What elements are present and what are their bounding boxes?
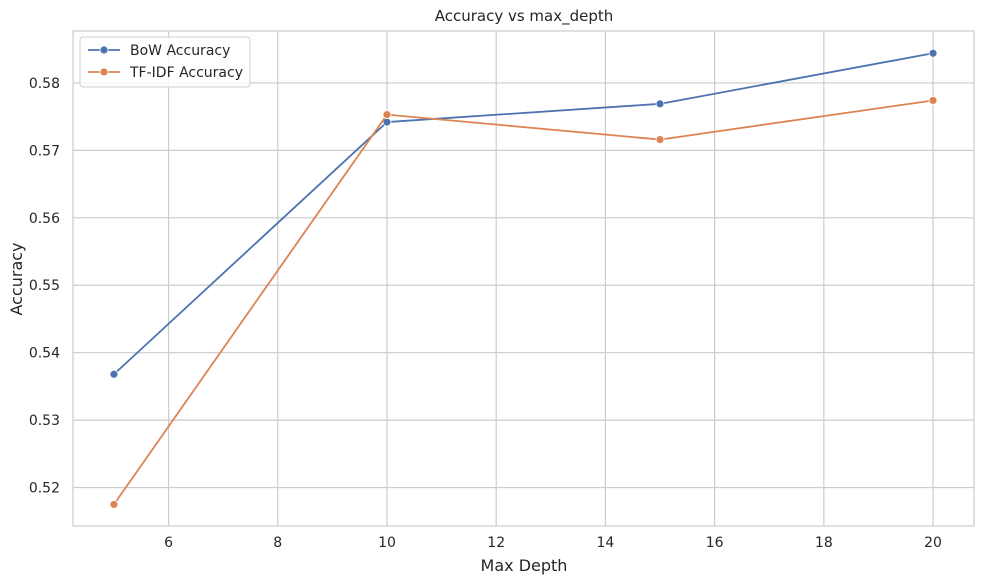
y-axis-title: Accuracy <box>7 242 26 315</box>
legend-box <box>79 36 251 88</box>
series-line-tfidf <box>113 99 934 506</box>
y-tick-label: 0.55 <box>29 278 60 294</box>
x-tick-label: 20 <box>924 535 942 551</box>
series-group <box>109 48 938 509</box>
grid <box>73 31 974 526</box>
x-tick-label: 16 <box>706 535 724 551</box>
data-point-tfidf <box>928 96 938 105</box>
legend: BoW Accuracy TF-IDF Accuracy <box>79 36 251 88</box>
series-line-bow <box>113 52 934 376</box>
y-tick-label: 0.53 <box>29 413 60 429</box>
y-tick-label: 0.56 <box>29 211 60 227</box>
y-tick-label: 0.58 <box>29 76 60 92</box>
data-point-tfidf <box>109 500 119 509</box>
x-tick-label: 8 <box>273 535 282 551</box>
y-tick-label: 0.54 <box>29 346 60 362</box>
data-point-bow <box>928 48 938 58</box>
legend-label-bow: BoW Accuracy <box>130 43 230 59</box>
x-tick-label: 10 <box>378 535 396 551</box>
data-point-bow <box>655 99 665 109</box>
y-tick-label: 0.52 <box>29 481 60 497</box>
x-tick-label: 6 <box>164 535 173 551</box>
x-tick-label: 18 <box>815 535 833 551</box>
legend-label-tfidf: TF-IDF Accuracy <box>129 65 243 81</box>
plot-frame <box>72 30 975 527</box>
data-point-tfidf <box>382 110 392 120</box>
x-tick-label: 14 <box>596 535 614 551</box>
y-tick-label: 0.57 <box>29 143 60 159</box>
legend-marker-tfidf <box>99 67 109 77</box>
data-point-bow <box>109 369 119 379</box>
legend-marker-bow <box>99 45 109 55</box>
x-axis-title: Max Depth <box>481 556 568 575</box>
chart-title: Accuracy vs max_depth <box>435 7 614 26</box>
tick-labels: 6 8 10 12 14 16 18 20 0.52 0.53 0.54 0.55 0.56 0.57 0.… <box>29 76 942 551</box>
data-point-tfidf <box>655 135 665 144</box>
x-tick-label: 12 <box>487 535 505 551</box>
